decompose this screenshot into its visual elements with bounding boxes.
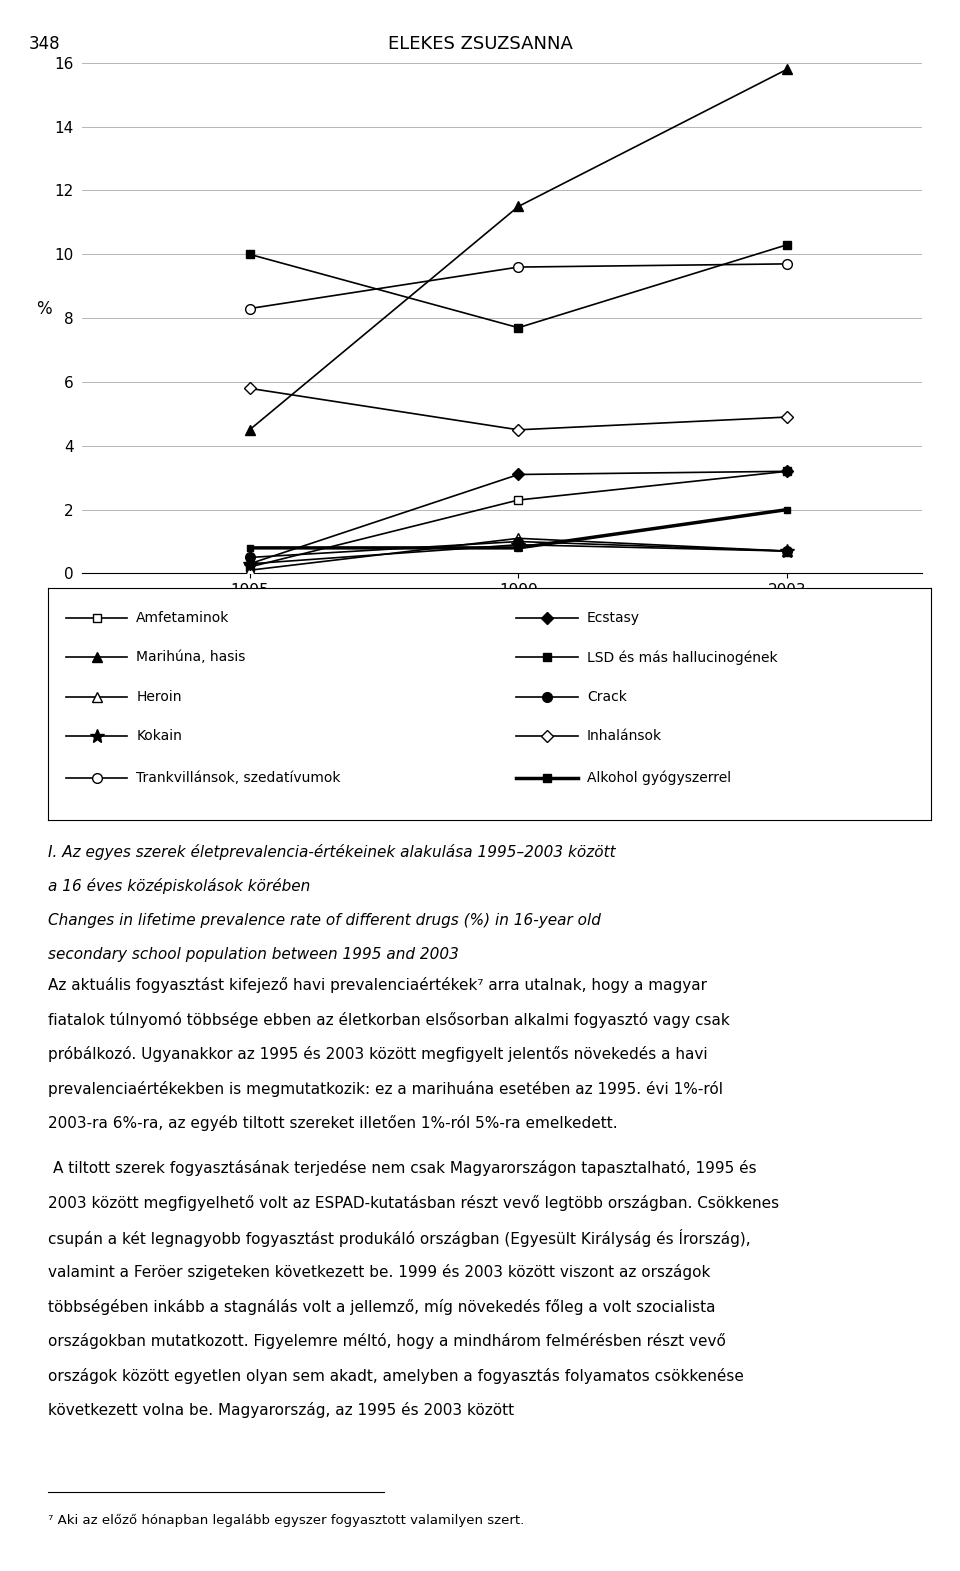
Text: ELEKES ZSUZSANNA: ELEKES ZSUZSANNA	[388, 35, 572, 52]
Text: Trankvillánsok, szedatívumok: Trankvillánsok, szedatívumok	[136, 771, 341, 786]
Text: Inhalánsok: Inhalánsok	[587, 729, 661, 743]
Text: Kokain: Kokain	[136, 729, 182, 743]
Text: Heroin: Heroin	[136, 690, 181, 704]
Text: Alkohol gyógyszerrel: Alkohol gyógyszerrel	[587, 771, 731, 786]
Text: többségében inkább a stagnálás volt a jellemző, míg növekedés főleg a volt szoci: többségében inkább a stagnálás volt a je…	[48, 1299, 715, 1315]
Text: secondary school population between 1995 and 2003: secondary school population between 1995…	[48, 947, 459, 963]
Y-axis label: %: %	[36, 300, 52, 319]
Text: I. Az egyes szerek életprevalencia-értékeinek alakulása 1995–2003 között: I. Az egyes szerek életprevalencia-érték…	[48, 844, 615, 859]
Text: Marihúna, hasis: Marihúna, hasis	[136, 650, 246, 665]
Text: Az aktuális fogyasztást kifejező havi prevalenciaértékek⁷ arra utalnak, hogy a m: Az aktuális fogyasztást kifejező havi pr…	[48, 977, 707, 993]
Text: a 16 éves középiskolások körében: a 16 éves középiskolások körében	[48, 878, 310, 894]
Text: Changes in lifetime prevalence rate of different drugs (%) in 16-year old: Changes in lifetime prevalence rate of d…	[48, 913, 601, 928]
Text: következett volna be. Magyarország, az 1995 és 2003 között: következett volna be. Magyarország, az 1…	[48, 1403, 515, 1419]
Text: országok között egyetlen olyan sem akadt, amelyben a fogyasztás folyamatos csökk: országok között egyetlen olyan sem akadt…	[48, 1368, 744, 1384]
Text: országokban mutatkozott. Figyelemre méltó, hogy a mindhárom felmérésben részt ve: országokban mutatkozott. Figyelemre mélt…	[48, 1334, 726, 1349]
Text: 2003-ra 6%-ra, az egyéb tiltott szereket illetően 1%-ról 5%-ra emelkedett.: 2003-ra 6%-ra, az egyéb tiltott szereket…	[48, 1115, 617, 1131]
Text: prevalenciaértékekben is megmutatkozik: ez a marihuána esetében az 1995. évi 1%-: prevalenciaértékekben is megmutatkozik: …	[48, 1081, 723, 1097]
Text: ⁷ Aki az előző hónapban legalább egyszer fogyasztott valamilyen szert.: ⁷ Aki az előző hónapban legalább egyszer…	[48, 1514, 524, 1527]
Text: 2003 között megfigyelhető volt az ESPAD-kutatásban részt vevő legtöbb országban.: 2003 között megfigyelhető volt az ESPAD-…	[48, 1196, 780, 1211]
Text: Crack: Crack	[587, 690, 627, 704]
Text: próbálkozó. Ugyanakkor az 1995 és 2003 között megfigyelt jelentős növekedés a ha: próbálkozó. Ugyanakkor az 1995 és 2003 k…	[48, 1046, 708, 1062]
Text: LSD és más hallucinogének: LSD és más hallucinogének	[587, 650, 778, 665]
Text: valamint a Feröer szigeteken következett be. 1999 és 2003 között viszont az orsz: valamint a Feröer szigeteken következett…	[48, 1265, 710, 1280]
Text: fiatalok túlnyomó többsége ebben az életkorban elsősorban alkalmi fogyasztó vagy: fiatalok túlnyomó többsége ebben az élet…	[48, 1012, 730, 1027]
Text: 348: 348	[29, 35, 60, 52]
Text: A tiltott szerek fogyasztásának terjedése nem csak Magyarországon tapasztalható,: A tiltott szerek fogyasztásának terjedés…	[53, 1161, 756, 1177]
Text: csupán a két legnagyobb fogyasztást produkáló országban (Egyesült Királyság és Í: csupán a két legnagyobb fogyasztást prod…	[48, 1230, 751, 1247]
Text: Amfetaminok: Amfetaminok	[136, 611, 229, 625]
Text: Ecstasy: Ecstasy	[587, 611, 639, 625]
